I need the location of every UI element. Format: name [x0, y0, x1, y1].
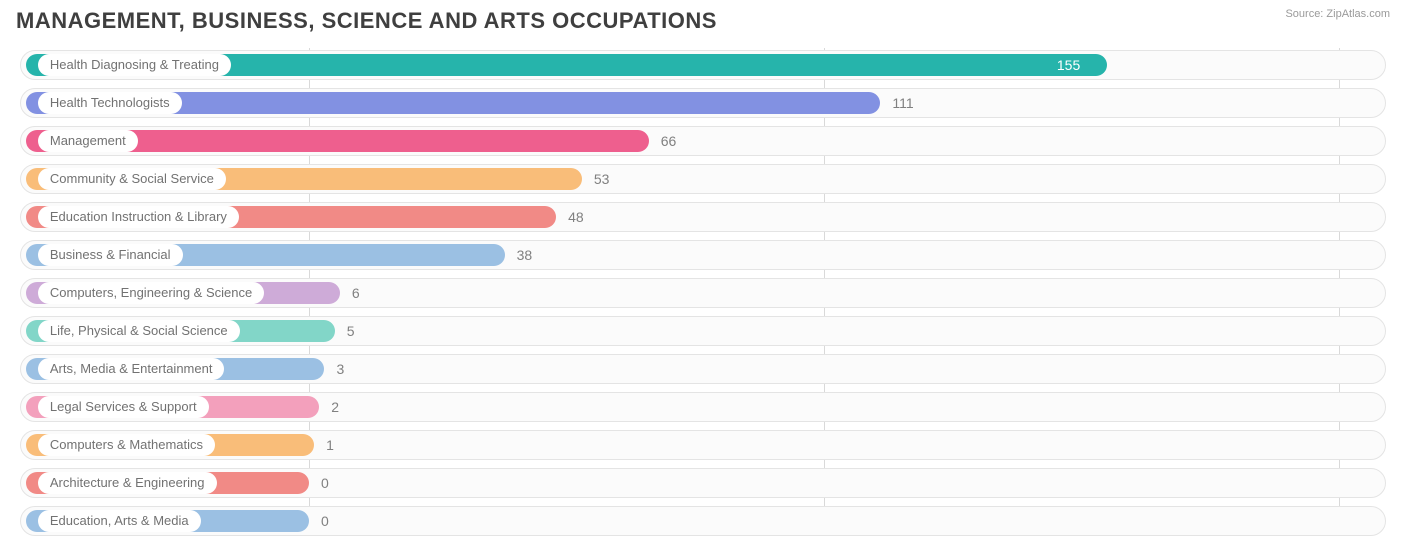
bar-value: 1: [326, 430, 334, 460]
bar-label: Computers & Mathematics: [38, 434, 215, 456]
bar-label: Computers, Engineering & Science: [38, 282, 264, 304]
bar-label: Management: [38, 130, 138, 152]
bar-row: Arts, Media & Entertainment 3: [14, 354, 1392, 384]
bar-value: 66: [661, 126, 677, 156]
bar-row: Education Instruction & Library 48: [14, 202, 1392, 232]
bar-label: Health Diagnosing & Treating: [38, 54, 231, 76]
bar-value: 0: [321, 506, 329, 536]
bar-value: 3: [336, 354, 344, 384]
bar-label: Arts, Media & Entertainment: [38, 358, 225, 380]
bar-row: Business & Financial 38: [14, 240, 1392, 270]
bar-label: Education Instruction & Library: [38, 206, 239, 228]
chart-title: MANAGEMENT, BUSINESS, SCIENCE AND ARTS O…: [14, 4, 1392, 42]
bar-row: Health Diagnosing & Treating 155: [14, 50, 1392, 80]
bar-label: Business & Financial: [38, 244, 183, 266]
chart-container: MANAGEMENT, BUSINESS, SCIENCE AND ARTS O…: [0, 0, 1406, 559]
bar-row: Community & Social Service 53: [14, 164, 1392, 194]
bar-value: 2: [331, 392, 339, 422]
bar-row: Education, Arts & Media 0: [14, 506, 1392, 536]
bar-label: Life, Physical & Social Science: [38, 320, 240, 342]
bar-label: Architecture & Engineering: [38, 472, 217, 494]
bar-value: 5: [347, 316, 355, 346]
bar-row: Life, Physical & Social Science 5: [14, 316, 1392, 346]
bar-label: Community & Social Service: [38, 168, 226, 190]
bar-value: 6: [352, 278, 360, 308]
bars-layer: Health Diagnosing & Treating 155 Health Te…: [14, 42, 1392, 542]
bar-row: Health Technologists 111: [14, 88, 1392, 118]
bar-label: Education, Arts & Media: [38, 510, 201, 532]
bar-value: 111: [892, 88, 913, 118]
source-attribution: Source: ZipAtlas.com: [1285, 8, 1390, 20]
bar-value: 53: [594, 164, 610, 194]
bar-value: 38: [517, 240, 533, 270]
bar-row: Legal Services & Support 2: [14, 392, 1392, 422]
bar-label: Health Technologists: [38, 92, 182, 114]
plot-area: 0100200 Health Diagnosing & Treating155H…: [14, 42, 1392, 542]
bar-row: Architecture & Engineering 0: [14, 468, 1392, 498]
bar-label: Legal Services & Support: [38, 396, 209, 418]
bar-row: Computers, Engineering & Science 6: [14, 278, 1392, 308]
bar-value: 155: [1057, 50, 1080, 80]
bar-value: 48: [568, 202, 584, 232]
bar-value: 0: [321, 468, 329, 498]
bar-row: Management 66: [14, 126, 1392, 156]
bar-row: Computers & Mathematics 1: [14, 430, 1392, 460]
